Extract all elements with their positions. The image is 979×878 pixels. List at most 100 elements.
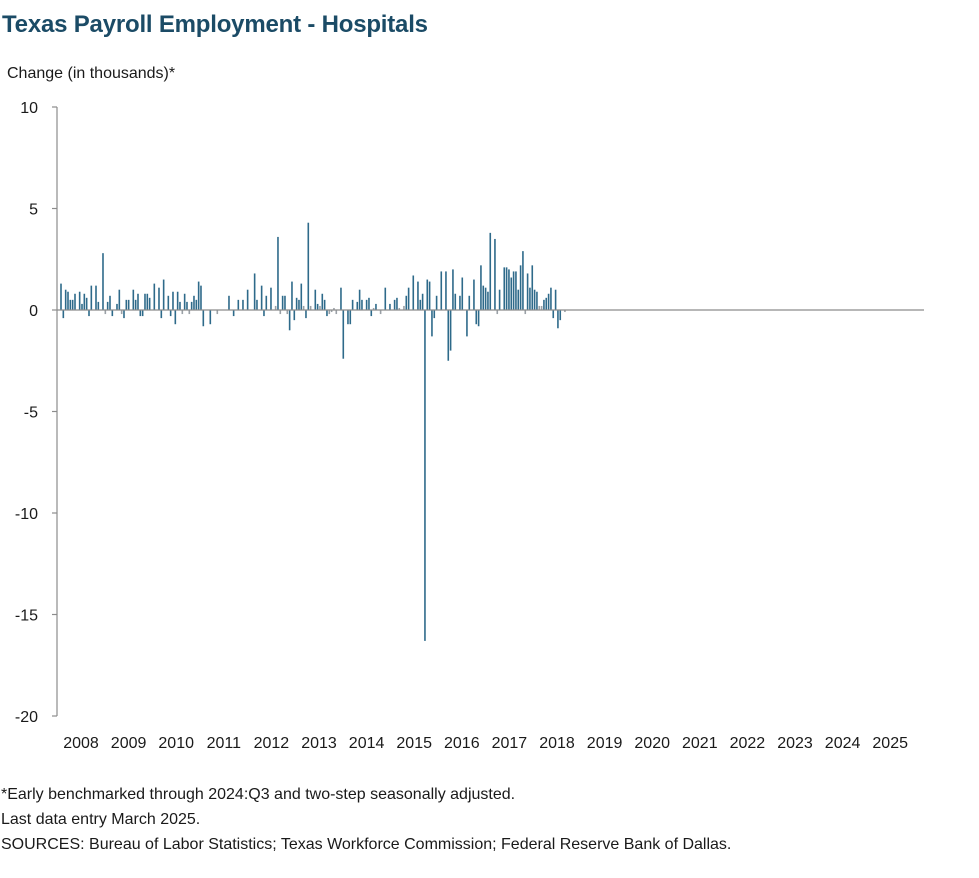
bar (361, 299, 363, 310)
bar (531, 265, 534, 310)
bar (88, 310, 90, 317)
bar (174, 310, 177, 325)
bar (508, 269, 510, 310)
bar (288, 310, 291, 331)
x-tick-label: 2011 (207, 735, 242, 752)
footnote-sources: SOURCES: Bureau of Labor Statistics; Tex… (1, 836, 732, 853)
bar (449, 310, 452, 351)
bar (134, 299, 137, 310)
bar (419, 299, 422, 310)
y-tick-label: 0 (29, 303, 38, 320)
chart-title: Texas Payroll Employment - Hospitals (2, 11, 428, 38)
bar (522, 251, 524, 310)
axes (52, 106, 924, 717)
bar (552, 310, 555, 319)
bar (102, 253, 104, 310)
bar (197, 281, 200, 310)
bar (188, 310, 191, 315)
bar (326, 310, 328, 317)
bar (293, 310, 296, 321)
bar (81, 303, 83, 310)
x-tick-label: 2012 (254, 735, 290, 752)
bar (277, 236, 279, 310)
bar (95, 285, 97, 310)
bar (90, 285, 93, 310)
bar (512, 271, 515, 310)
bar (246, 289, 249, 310)
bar (405, 295, 408, 310)
bar (125, 299, 128, 310)
bar (333, 307, 335, 310)
bar (368, 297, 370, 310)
bar (480, 265, 482, 310)
bar (193, 295, 195, 310)
bar (440, 271, 443, 310)
bar (169, 310, 172, 317)
bar (487, 291, 489, 310)
bar (403, 305, 405, 310)
bar (307, 222, 310, 310)
bar (270, 287, 272, 310)
bar (445, 271, 447, 310)
bar (284, 295, 286, 310)
bar-series (60, 222, 566, 641)
bar (454, 293, 457, 310)
x-tick-label: 2024 (825, 735, 861, 752)
bar (172, 291, 174, 310)
footnote-benchmark: *Early benchmarked through 2024:Q3 and t… (1, 786, 516, 803)
bar (452, 269, 454, 310)
bar (340, 287, 342, 310)
bar (158, 287, 160, 310)
bar (295, 297, 298, 310)
bar (286, 310, 289, 315)
bar (228, 295, 230, 310)
bar (351, 299, 354, 310)
bar (160, 310, 163, 319)
bar (482, 285, 485, 310)
bar (85, 297, 88, 310)
bar (468, 295, 471, 310)
bar (181, 310, 184, 315)
bar (69, 299, 72, 310)
bar (67, 291, 69, 310)
bar (426, 279, 429, 310)
footnotes: *Early benchmarked through 2024:Q3 and t… (1, 782, 731, 857)
bar (64, 289, 67, 310)
bar (281, 295, 284, 310)
bar (393, 299, 396, 310)
bar (365, 299, 368, 310)
bar (484, 287, 487, 310)
bar (141, 310, 144, 317)
bar (389, 303, 391, 310)
bar (524, 310, 527, 315)
x-tick-label: 2018 (539, 735, 575, 752)
bar (291, 281, 293, 310)
bar (540, 305, 543, 310)
bar (505, 267, 508, 310)
bar (183, 293, 186, 310)
x-tick-label: 2014 (349, 735, 385, 752)
bar (137, 293, 139, 310)
bar (309, 305, 312, 310)
bar (118, 289, 121, 310)
bar (179, 301, 181, 310)
bar (302, 305, 305, 310)
bar (526, 273, 529, 310)
x-tick-label: 2015 (396, 735, 432, 752)
bar (372, 307, 375, 310)
bar (132, 289, 135, 310)
bar (412, 275, 415, 310)
bar (60, 283, 62, 310)
bar (260, 285, 263, 310)
y-tick-label: 10 (20, 100, 38, 117)
bar (139, 310, 142, 317)
bar (536, 291, 538, 310)
y-tick-label: -10 (15, 506, 38, 523)
bar (379, 310, 382, 315)
footnote-last-entry: Last data entry March 2025. (1, 811, 201, 828)
bar (557, 310, 559, 329)
bar (538, 305, 541, 310)
bar (529, 287, 531, 310)
y-tick-label: -15 (15, 608, 38, 625)
bar (314, 289, 317, 310)
